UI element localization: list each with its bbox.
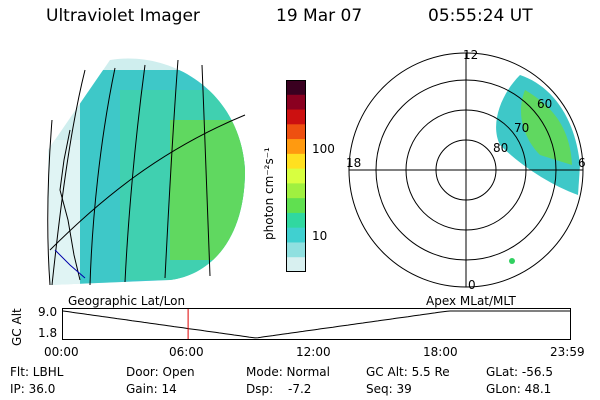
altitude-plot-frame [62,308,571,340]
altitude-plot [62,308,571,340]
altitude-curve [62,310,570,339]
colorbar-tick-10: 10 [312,229,328,243]
gc-alt-readout: GC Alt: 5.5 Re [366,365,450,379]
mlat-label-70: 70 [514,121,530,135]
mlat-label-80: 80 [493,141,509,155]
colorbar-segment [286,80,306,96]
colorbar-tick-100: 100 [312,142,335,156]
time-label: 05:55:24 UT [428,6,533,26]
mlt-label-0: 0 [468,278,476,292]
altitude-ytick-top: 9.0 [38,305,58,319]
dsp-value: -7.2 [288,382,312,396]
colorbar-segment [286,257,306,272]
geographic-image [47,58,246,286]
mlt-label-12: 12 [463,48,479,62]
filter-readout: Flt: LBHL [10,365,64,379]
colorbar-segment [286,153,306,170]
mlt-label-18: 18 [346,156,362,170]
colorbar-segment [286,168,306,184]
glat-readout: GLat: -56.5 [486,365,553,379]
date-label: 19 Mar 07 [276,6,363,26]
left-panel-caption: Geographic Lat/Lon [68,294,186,308]
polar-plot [348,52,584,288]
gain-readout: Gain: 14 [126,382,177,396]
time-tick-0000: 00:00 [44,345,79,359]
time-tick-1200: 12:00 [296,345,331,359]
instrument-title: Ultraviolet Imager [46,6,200,26]
colorbar-segment [286,124,306,140]
colorbar [286,80,306,272]
coastline [59,129,81,281]
mlt-label-6: 6 [578,156,586,170]
latitude-line [49,114,246,251]
colorbar-segment [286,198,306,214]
colorbar-segment [286,227,306,243]
time-tick-1800: 18:00 [423,345,458,359]
colorbar-segment [286,242,306,258]
seq-readout: Seq: 39 [366,382,412,396]
colorbar-segment [286,109,306,125]
mode-readout: Mode: Normal [246,365,330,379]
door-readout: Door: Open [126,365,195,379]
ip-readout: IP: 36.0 [10,382,56,396]
mlat-label-60: 60 [537,97,553,111]
time-tick-0600: 06:00 [169,345,204,359]
altitude-ylabel: GC Alt [10,308,24,346]
colorbar-segment [286,212,306,229]
time-tick-2359: 23:59 [550,345,585,359]
longitude-line [51,69,86,286]
altitude-ytick-bottom: 1.8 [38,326,58,340]
colorbar-segment [286,183,306,199]
dsp-label: Dsp: [246,382,274,396]
polar-panel-caption: Apex MLat/MLT [426,294,516,308]
glon-readout: GLon: 48.1 [486,382,552,396]
colorbar-segment [286,139,306,155]
colorbar-segment [286,94,306,111]
colorbar-unit-label: photon cm⁻²s⁻¹ [262,147,276,240]
